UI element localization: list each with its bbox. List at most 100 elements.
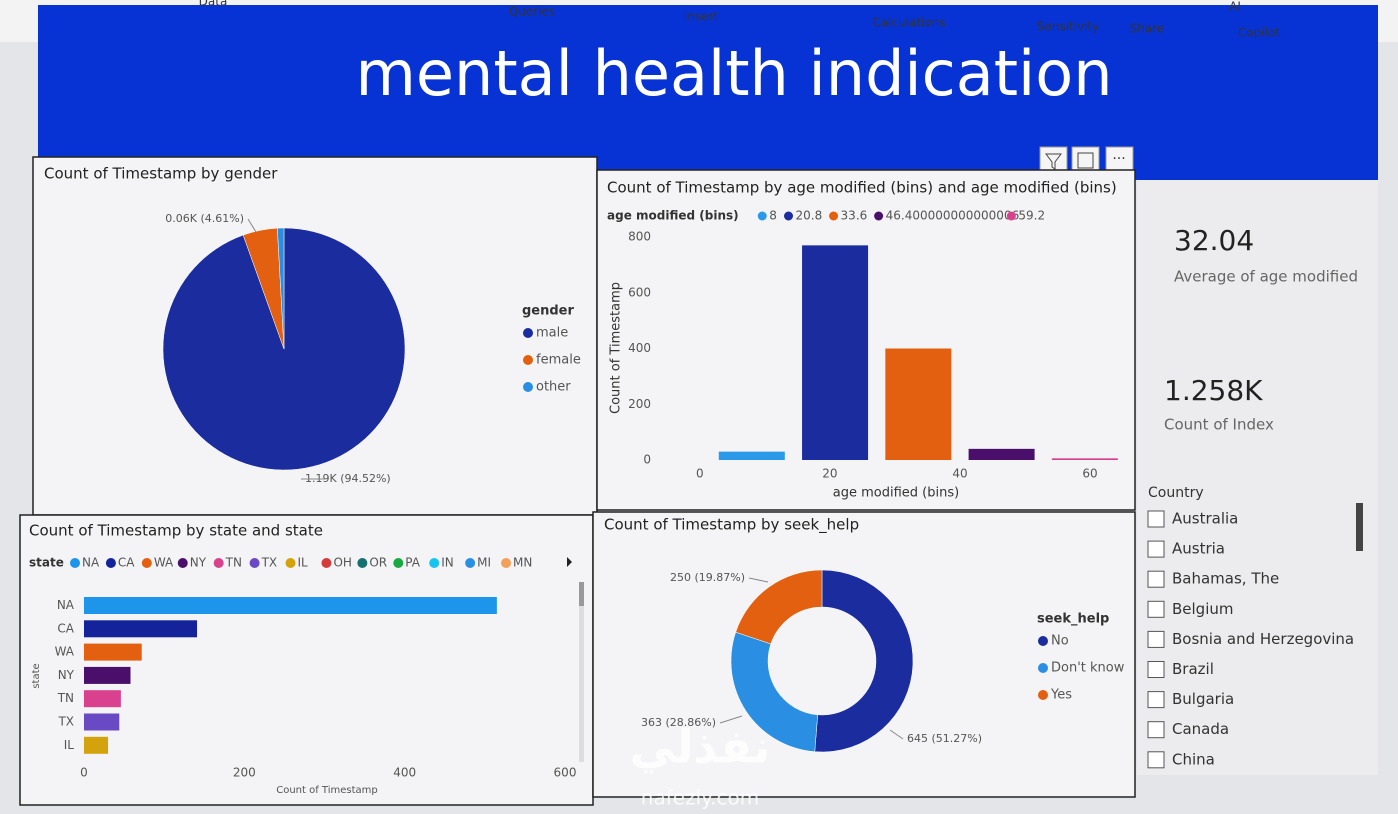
ribbon-item[interactable]: Calculations	[872, 16, 945, 30]
card-label: Average of age modified	[1174, 268, 1358, 286]
y-tick-label: 0	[643, 453, 651, 467]
legend-label[interactable]: MN	[513, 556, 532, 570]
slicer-checkbox[interactable]	[1147, 721, 1165, 739]
slicer-checkbox[interactable]	[1147, 570, 1165, 588]
legend-label[interactable]: 59.2	[1018, 209, 1045, 223]
slicer-title: Country	[1148, 485, 1204, 501]
slicer-item[interactable]: China	[1172, 750, 1215, 768]
legend-marker	[357, 558, 368, 568]
legend-label[interactable]: TN	[225, 556, 242, 570]
legend-marker	[141, 558, 152, 568]
slicer-item[interactable]: Belgium	[1172, 600, 1234, 618]
data-label: 0.06K (4.61%)	[165, 212, 244, 225]
watermark: نفذلي	[630, 720, 771, 774]
legend-label[interactable]: WA	[154, 556, 174, 570]
ribbon-item[interactable]: Insert	[684, 10, 719, 24]
legend-marker	[285, 558, 296, 568]
scrollbar-thumb[interactable]	[579, 582, 584, 606]
ribbon-item[interactable]: Data	[199, 0, 228, 9]
slicer-item[interactable]: Brazil	[1172, 660, 1214, 678]
legend-label[interactable]: IL	[298, 556, 309, 570]
x-axis-title: age modified (bins)	[833, 486, 959, 501]
leader-line	[719, 715, 743, 724]
watermark: nafezly.com	[641, 786, 759, 810]
slicer-checkbox[interactable]	[1147, 510, 1165, 528]
legend-label[interactable]: OR	[369, 556, 387, 570]
data-label: 1.19K (94.52%)	[305, 472, 391, 485]
legend-marker	[829, 211, 839, 221]
legend-label[interactable]: female	[536, 353, 581, 368]
legend-title: seek_help	[1037, 612, 1109, 627]
legend-label[interactable]: NA	[82, 556, 100, 570]
legend-label[interactable]: 20.8	[796, 209, 823, 223]
legend-marker	[784, 211, 794, 221]
legend-label[interactable]: 46.400000000000006	[886, 209, 1020, 223]
legend-marker	[213, 558, 224, 568]
ribbon-item[interactable]: Copilot	[1238, 26, 1280, 40]
legend-label[interactable]: PA	[405, 556, 420, 570]
visual-title: Count of Timestamp by gender	[44, 165, 278, 183]
x-tick-label: 40	[952, 467, 967, 481]
legend-marker	[1038, 636, 1048, 646]
legend-label[interactable]: male	[536, 326, 568, 341]
legend-marker	[1006, 211, 1016, 221]
bar	[885, 348, 952, 460]
donut-slice	[730, 631, 818, 752]
legend-marker	[70, 558, 80, 568]
legend-label[interactable]: NY	[190, 556, 207, 570]
filter-icon	[1045, 153, 1062, 170]
bar	[718, 451, 785, 460]
visual-title: Count of Timestamp by state and state	[29, 522, 323, 540]
legend-label[interactable]: Yes	[1050, 688, 1072, 703]
slicer-item[interactable]: Australia	[1172, 510, 1238, 528]
legend-scroll-arrow[interactable]	[567, 557, 572, 567]
slicer-item[interactable]: Bosnia and Herzegovina	[1172, 630, 1354, 648]
bar	[84, 666, 131, 684]
legend-label[interactable]: MI	[477, 556, 491, 570]
legend-label[interactable]: No	[1051, 634, 1069, 649]
legend-marker	[393, 558, 404, 568]
ribbon-item[interactable]: Queries	[509, 5, 555, 19]
slicer-checkbox[interactable]	[1147, 691, 1165, 709]
legend-label[interactable]: 33.6	[841, 209, 868, 223]
ribbon-item[interactable]: Sensitivity	[1037, 20, 1099, 34]
slicer-scrollbar[interactable]	[1356, 503, 1363, 551]
x-tick-label: 600	[554, 766, 577, 780]
slicer-checkbox[interactable]	[1147, 600, 1165, 618]
y-tick-label: WA	[55, 645, 75, 659]
legend-label[interactable]: CA	[118, 556, 135, 570]
legend-label[interactable]: IN	[441, 556, 454, 570]
scrollbar[interactable]	[579, 582, 584, 762]
legend-title: gender	[522, 304, 575, 319]
legend-marker	[321, 558, 332, 568]
legend-label[interactable]: Don't know	[1051, 661, 1125, 676]
slicer-checkbox[interactable]	[1147, 661, 1165, 678]
bar	[1051, 458, 1118, 460]
legend-label[interactable]: TX	[261, 556, 278, 570]
slicer-item[interactable]: Bulgaria	[1172, 690, 1234, 708]
legend-marker	[1038, 663, 1048, 673]
legend-label[interactable]: 8	[769, 209, 777, 223]
legend-label[interactable]: OH	[333, 556, 351, 570]
right-column	[1137, 180, 1378, 775]
slicer-checkbox[interactable]	[1147, 540, 1165, 558]
slicer-item[interactable]: Bahamas, The	[1172, 570, 1279, 588]
y-tick-label: 800	[628, 230, 651, 244]
x-tick-label: 0	[696, 467, 704, 481]
donut-slice	[735, 569, 823, 645]
slicer-checkbox[interactable]	[1147, 751, 1165, 769]
slicer-checkbox[interactable]	[1147, 630, 1165, 648]
x-axis-title: Count of Timestamp	[276, 785, 378, 796]
slicer-item[interactable]: Canada	[1172, 720, 1229, 738]
leader-line	[748, 577, 769, 583]
x-tick-label: 200	[233, 766, 256, 780]
ribbon-item[interactable]: AI	[1229, 0, 1241, 14]
legend-label[interactable]: other	[536, 380, 571, 395]
legend-marker	[249, 558, 260, 568]
x-tick-label: 400	[393, 766, 416, 780]
slicer-item[interactable]: Austria	[1172, 540, 1225, 558]
legend-marker	[874, 211, 884, 221]
y-tick-label: NY	[58, 668, 75, 682]
ribbon-item[interactable]: Share	[1130, 22, 1165, 36]
